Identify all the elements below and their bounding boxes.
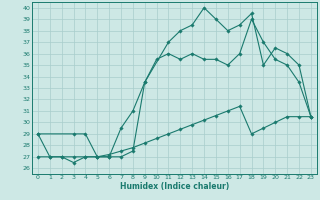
X-axis label: Humidex (Indice chaleur): Humidex (Indice chaleur): [120, 182, 229, 191]
